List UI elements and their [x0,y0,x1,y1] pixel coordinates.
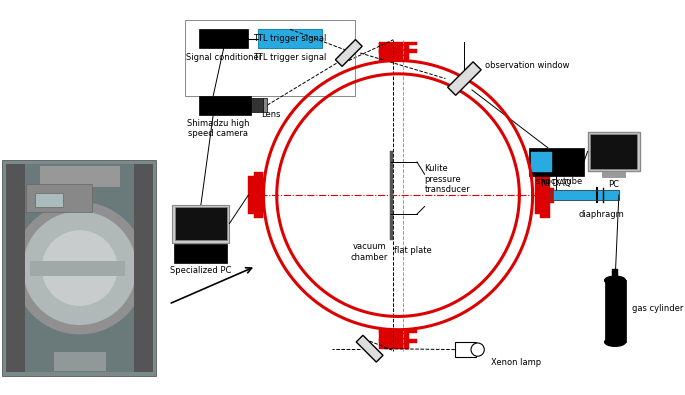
Text: TTL trigger signal: TTL trigger signal [253,34,327,43]
Text: Lens: Lens [260,110,280,119]
Text: Signal conditioner: Signal conditioner [186,53,262,62]
Ellipse shape [605,276,625,285]
Bar [25,184,92,212]
Bar [254,172,264,218]
Bar [455,342,476,357]
Text: flat plate: flat plate [395,246,432,255]
Bar [554,190,558,200]
Text: Shimadzu high
speed camera: Shimadzu high speed camera [187,119,249,139]
Bar [531,152,551,172]
Text: vacuum
chamber: vacuum chamber [351,242,388,262]
Ellipse shape [605,338,625,346]
Bar [602,171,625,177]
Bar [395,51,410,60]
Bar [379,41,417,45]
Bar [529,148,584,176]
Bar [549,188,554,203]
Bar [540,172,549,218]
Bar [185,20,356,96]
Bar [175,207,227,240]
Bar [534,176,542,214]
Bar [35,193,64,207]
Bar [54,352,106,371]
Circle shape [23,211,136,325]
Bar [258,29,322,48]
Bar [549,190,619,200]
Bar [379,51,395,60]
Bar [199,96,251,115]
Text: TTL trigger signal: TTL trigger signal [253,53,327,62]
Bar [251,98,262,112]
Bar [199,29,248,48]
Text: Specialized PC: Specialized PC [171,267,232,275]
Text: PC: PC [608,180,619,189]
Text: observation window: observation window [485,61,570,70]
Bar [30,261,125,276]
Bar [395,339,410,349]
Bar [2,160,156,376]
Bar [248,176,256,214]
Bar [379,339,395,349]
Circle shape [13,202,146,335]
Bar [379,330,395,339]
Polygon shape [336,40,362,66]
Bar [40,166,121,186]
Polygon shape [356,335,383,362]
Text: diaphragm: diaphragm [579,210,625,218]
Bar [175,245,227,263]
Bar [395,43,410,53]
Bar [379,43,395,53]
Bar [5,164,153,372]
Text: Kulite
pressure
transducer: Kulite pressure transducer [425,164,471,194]
Text: gas cylinder: gas cylinder [632,305,684,313]
Bar [590,134,637,169]
Bar [379,330,417,333]
Bar [379,49,417,53]
Text: shock tube: shock tube [536,177,582,186]
Bar [379,339,417,343]
Bar [549,190,619,200]
Circle shape [471,343,484,356]
Polygon shape [447,62,481,95]
Bar [262,98,267,112]
Bar [588,132,640,171]
Bar [612,269,618,280]
Bar [5,164,25,372]
Text: Xenon lamp: Xenon lamp [491,358,541,367]
Bar [173,205,229,243]
Text: NI DAQ: NI DAQ [541,179,571,188]
Bar [134,164,153,372]
Bar [395,330,410,339]
Circle shape [42,230,118,306]
Bar [605,280,625,342]
